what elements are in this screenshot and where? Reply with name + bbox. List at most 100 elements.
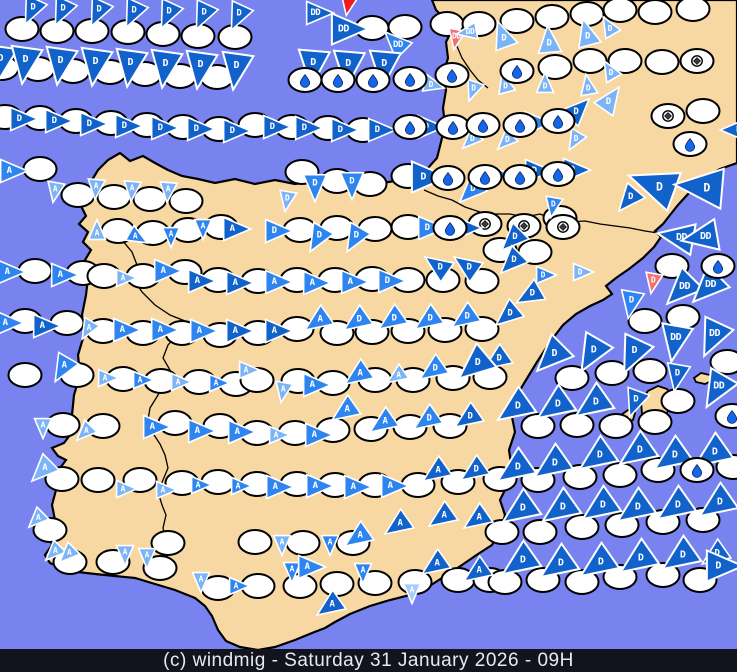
wind-triangle <box>80 46 115 89</box>
wind-triangle <box>402 582 422 606</box>
wind-triangle-label: A <box>121 274 126 283</box>
cloud-ellipse <box>7 362 43 388</box>
wind-triangle <box>54 351 81 384</box>
wind-triangle-label: D <box>715 548 721 558</box>
wind-triangle-label: A <box>272 326 278 336</box>
wind-triangle-label: D <box>633 394 639 404</box>
wind-triangle <box>45 45 80 88</box>
wind-triangle <box>417 215 448 241</box>
wind-triangle <box>678 217 721 251</box>
wind-triangle <box>330 393 363 422</box>
wind-triangle-label: D <box>201 8 207 18</box>
wind-triangle-label: D <box>505 135 510 144</box>
wind-triangle <box>185 49 220 92</box>
sky-symbol <box>607 48 643 74</box>
wind-triangle-label: A <box>280 538 285 547</box>
wind-triangle-label: D <box>656 180 663 194</box>
cloud-ellipse <box>142 555 178 581</box>
wind-triangle-label: D <box>543 82 548 91</box>
wind-triangle-label: D <box>552 348 558 359</box>
wind-triangle <box>228 576 252 596</box>
sky-symbol <box>540 161 576 187</box>
wind-triangle <box>620 288 646 321</box>
wind-triangle-label: D <box>675 499 681 510</box>
wind-triangle-label: A <box>120 325 126 335</box>
wind-triangle-label: A <box>312 430 318 440</box>
wind-triangle-label: D <box>236 9 242 19</box>
wind-triangle-label: D <box>312 178 318 188</box>
raindrop-icon <box>299 73 311 88</box>
wind-triangle-label: DD <box>713 380 725 391</box>
sky-symbol <box>520 413 556 439</box>
wind-triangle <box>339 171 365 202</box>
cloud-ellipse <box>22 156 58 182</box>
wind-triangle <box>535 332 576 373</box>
cloud-ellipse <box>537 54 573 80</box>
wind-triangle <box>279 189 299 214</box>
sky-symbol <box>637 409 673 435</box>
cloud-ellipse <box>168 188 204 214</box>
wind-triangle <box>412 402 445 431</box>
wind-triangle <box>10 44 45 87</box>
sky-symbol <box>564 569 600 595</box>
wind-triangle <box>153 258 184 284</box>
cloud-ellipse <box>534 4 570 30</box>
wind-triangle <box>602 15 623 40</box>
raindrop-icon <box>712 259 724 274</box>
sky-symbol <box>637 0 673 25</box>
wind-triangle <box>545 195 565 220</box>
wind-triangle <box>572 262 596 282</box>
wind-triangle-label: A <box>290 565 295 574</box>
cloud-ellipse <box>285 530 321 556</box>
wind-triangle <box>353 562 373 586</box>
wind-triangle-label: A <box>396 370 401 379</box>
wind-triangle-label: D <box>608 24 613 33</box>
wind-triangle <box>112 317 143 343</box>
sky-symbol <box>554 365 590 391</box>
sky-symbol <box>644 49 680 75</box>
raindrop-icon <box>552 114 564 129</box>
wind-triangle <box>383 507 416 536</box>
sky-symbol <box>60 182 96 208</box>
wind-triangle-label: D <box>52 116 58 126</box>
sky-symbol <box>645 562 681 588</box>
wind-triangle <box>413 302 446 331</box>
sky-symbol <box>714 403 737 429</box>
wind-triangle <box>342 303 375 332</box>
sky-symbol <box>572 48 608 74</box>
wind-triangle-label: A <box>150 422 156 432</box>
wind-triangle-label: D <box>131 6 137 16</box>
wind-triangle <box>427 499 460 528</box>
wind-triangle <box>385 362 411 384</box>
wind-triangle-label: D <box>467 263 473 273</box>
wind-triangle-label: D <box>375 125 381 135</box>
wind-triangle-label: D <box>497 353 503 363</box>
wind-triangle <box>452 255 485 284</box>
wind-triangle <box>44 108 75 134</box>
wind-triangle <box>315 588 348 617</box>
wind-triangle <box>123 179 143 204</box>
raindrop-icon <box>477 118 489 133</box>
wind-triangle-label: D <box>338 125 344 135</box>
cloud-ellipse <box>564 569 600 595</box>
wind-triangle-label: A <box>95 229 100 238</box>
wind-triangle <box>692 430 735 468</box>
wind-triangle <box>368 405 401 434</box>
raindrop-icon <box>447 120 459 135</box>
wind-triangle-label: D <box>87 119 93 129</box>
wind-triangle-label: D <box>233 60 239 71</box>
wind-triangle <box>377 302 410 331</box>
wind-triangle <box>238 360 262 380</box>
wind-triangle-label: D <box>606 97 612 107</box>
cloud-ellipse <box>562 464 598 490</box>
wind-triangle-label: D <box>285 194 290 203</box>
wind-triangle <box>661 322 695 365</box>
wind-triangle <box>302 173 328 204</box>
wind-triangle <box>297 554 328 580</box>
sky-symbol <box>217 24 253 50</box>
wind-triangle <box>195 0 220 32</box>
wind-triangle-label: A <box>410 586 415 595</box>
wind-triangle-label: D <box>468 411 474 421</box>
wind-triangle <box>459 453 492 482</box>
wind-triangle <box>142 414 173 440</box>
